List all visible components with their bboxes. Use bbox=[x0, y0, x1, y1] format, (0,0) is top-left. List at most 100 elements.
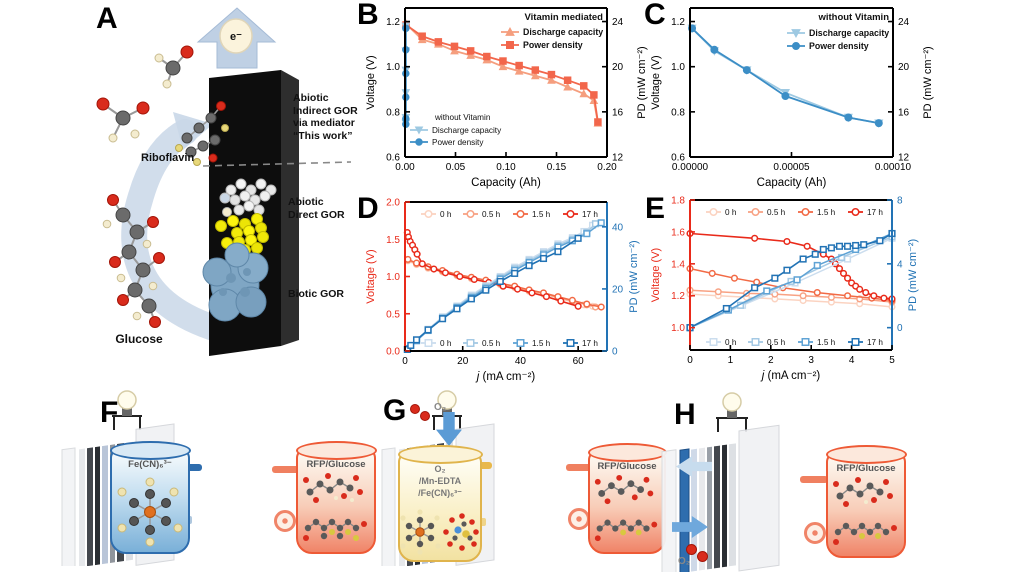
panel-f: Fe(CN)₆³⁻ RFP/Glucose bbox=[60, 390, 377, 576]
panel-h: O₂ RFP/Glucose bbox=[660, 390, 1004, 576]
svg-text:0.6: 0.6 bbox=[386, 153, 400, 164]
svg-text:0: 0 bbox=[897, 323, 903, 334]
svg-text:0.10: 0.10 bbox=[496, 162, 516, 173]
direct-gor-note: Abiotic Direct GOR bbox=[288, 196, 345, 221]
svg-text:PD (mW cm⁻²): PD (mW cm⁻²) bbox=[922, 46, 934, 118]
svg-text:without Vitamin: without Vitamin bbox=[817, 12, 889, 23]
svg-text:1.6: 1.6 bbox=[671, 227, 685, 238]
svg-text:1.2: 1.2 bbox=[671, 17, 685, 28]
svg-text:16: 16 bbox=[898, 107, 910, 118]
svg-text:1.2: 1.2 bbox=[386, 17, 400, 28]
rfp-glucose-beaker-h: RFP/Glucose bbox=[825, 445, 907, 558]
riboflavin-cluster bbox=[303, 518, 367, 541]
svg-text:0.20: 0.20 bbox=[597, 162, 617, 173]
svg-text:1.0: 1.0 bbox=[386, 62, 400, 73]
svg-text:8: 8 bbox=[897, 196, 903, 207]
o2-label-h: O₂ bbox=[678, 556, 691, 567]
electrode-side bbox=[281, 70, 299, 346]
svg-text:PD (mW cm⁻²): PD (mW cm⁻²) bbox=[636, 46, 648, 118]
rfp-glucose-beaker-g: RFP/Glucose bbox=[587, 443, 667, 554]
svg-text:Voltage (V): Voltage (V) bbox=[650, 248, 662, 302]
catholyte-tube-g bbox=[566, 464, 592, 471]
glucose-cluster bbox=[303, 473, 363, 503]
svg-text:1.4: 1.4 bbox=[671, 259, 685, 270]
svg-text:1.5 h: 1.5 h bbox=[817, 208, 836, 217]
svg-text:Voltage (V): Voltage (V) bbox=[365, 249, 377, 303]
svg-text:0.5 h: 0.5 h bbox=[767, 208, 786, 217]
svg-text:2.0: 2.0 bbox=[386, 198, 400, 209]
mediator-beaker: O₂ /Mn-EDTA /Fe(CN)₆³⁻ bbox=[397, 445, 483, 562]
panel-e-label: E bbox=[645, 192, 666, 225]
svg-text:1.5 h: 1.5 h bbox=[817, 338, 836, 347]
svg-text:5: 5 bbox=[889, 355, 895, 366]
panel-b-label: B bbox=[357, 0, 379, 31]
svg-text:20: 20 bbox=[612, 284, 624, 295]
rfp-glucose-molecules-g bbox=[594, 474, 658, 542]
svg-text:0.8: 0.8 bbox=[386, 107, 400, 118]
svg-text:4: 4 bbox=[897, 259, 903, 270]
divider-dashed-line bbox=[202, 161, 352, 167]
chart-vitamin-mediated: 0.00 0.05 0.10 0.15 0.20 0.6 0.8 1.0 1.2 12 16 20 24… bbox=[365, 7, 648, 189]
o2-label-g: O₂ bbox=[434, 402, 447, 413]
svg-text:0: 0 bbox=[612, 347, 618, 358]
enzyme-blob bbox=[202, 242, 269, 322]
svg-text:12: 12 bbox=[612, 153, 624, 164]
panel-a: e⁻ bbox=[85, 0, 365, 392]
stack-plates bbox=[661, 424, 780, 576]
rfp-glucose-beaker-f: RFP/Glucose bbox=[295, 441, 377, 554]
swoosh-arrow-icon bbox=[121, 119, 248, 347]
svg-text:0.6: 0.6 bbox=[671, 153, 685, 164]
svg-text:17 h: 17 h bbox=[582, 210, 598, 219]
svg-text:0.05: 0.05 bbox=[446, 162, 466, 173]
panel-g-label: G bbox=[383, 394, 407, 427]
svg-text:3: 3 bbox=[808, 355, 814, 366]
mediator-label: O₂ /Mn-EDTA /Fe(CN)₆³⁻ bbox=[418, 464, 462, 498]
svg-text:20: 20 bbox=[898, 62, 910, 73]
catholyte-tube-f bbox=[272, 466, 300, 473]
svg-text:0.5 h: 0.5 h bbox=[767, 338, 786, 347]
svg-text:40: 40 bbox=[515, 356, 527, 367]
svg-text:Discharge capacity: Discharge capacity bbox=[523, 27, 603, 37]
rfp-glucose-label-f: RFP/Glucose bbox=[306, 459, 366, 470]
svg-text:17 h: 17 h bbox=[867, 208, 883, 217]
formaldehyde-molecule bbox=[154, 45, 194, 89]
svg-text:j (mA cm⁻²): j (mA cm⁻²) bbox=[760, 370, 821, 382]
svg-text:Power density: Power density bbox=[809, 41, 869, 51]
riboflavin-label: Riboflavin bbox=[141, 152, 195, 164]
fuel-cell-stack-h bbox=[661, 392, 780, 576]
ferricyanide-beaker: Fe(CN)₆³⁻ bbox=[109, 441, 191, 554]
mediator-molecules bbox=[400, 509, 479, 555]
panel-a-label: A bbox=[96, 2, 118, 35]
catholyte-tube-h bbox=[800, 476, 828, 483]
svg-text:4: 4 bbox=[849, 355, 855, 366]
chart-polarization-low-current: 0 1 2 3 4 5 1.0 1.2 1.4 1.6 1.8 0 4 8 Voltage (V) PD (m… bbox=[650, 196, 919, 383]
svg-text:Power density: Power density bbox=[523, 40, 583, 50]
rfp-glucose-label-g: RFP/Glucose bbox=[597, 461, 657, 472]
svg-text:without Vitamin: without Vitamin bbox=[434, 113, 491, 122]
svg-text:Voltage (V): Voltage (V) bbox=[650, 55, 662, 109]
svg-text:20: 20 bbox=[612, 62, 624, 73]
svg-text:0: 0 bbox=[402, 356, 408, 367]
ferricyanide-label: Fe(CN)₆³⁻ bbox=[128, 459, 172, 470]
svg-text:Discharge capacity: Discharge capacity bbox=[809, 28, 889, 38]
svg-text:24: 24 bbox=[898, 17, 910, 28]
rfp-glucose-label-h: RFP/Glucose bbox=[836, 463, 896, 474]
svg-text:0.00005: 0.00005 bbox=[773, 162, 810, 173]
indirect-gor-note: Abiotic Indirect GOR via mediator “This … bbox=[293, 92, 358, 142]
svg-text:1.5: 1.5 bbox=[386, 235, 400, 246]
anolyte-tube-f bbox=[182, 464, 202, 471]
svg-text:0.15: 0.15 bbox=[547, 162, 567, 173]
chart-without-vitamin: 0.00000 0.00005 0.00010 0.6 0.8 1.0 1.2 12 16 20 2… bbox=[650, 7, 934, 189]
biotic-gor-note: Biotic GOR bbox=[288, 288, 345, 300]
svg-text:1.0: 1.0 bbox=[671, 62, 685, 73]
svg-text:0 h: 0 h bbox=[440, 339, 452, 348]
svg-text:1.5 h: 1.5 h bbox=[532, 210, 551, 219]
svg-text:24: 24 bbox=[612, 17, 624, 28]
o2-dot bbox=[697, 551, 708, 562]
svg-text:17 h: 17 h bbox=[582, 339, 598, 348]
svg-text:17 h: 17 h bbox=[867, 338, 883, 347]
chart-polarization-high-current: 0 20 40 60 0.0 0.5 1.0 1.5 2.0 0 20 40 Voltage (V) PD… bbox=[365, 198, 640, 384]
pump-icon-g bbox=[568, 508, 590, 530]
svg-text:Discharge capacity: Discharge capacity bbox=[432, 126, 502, 135]
